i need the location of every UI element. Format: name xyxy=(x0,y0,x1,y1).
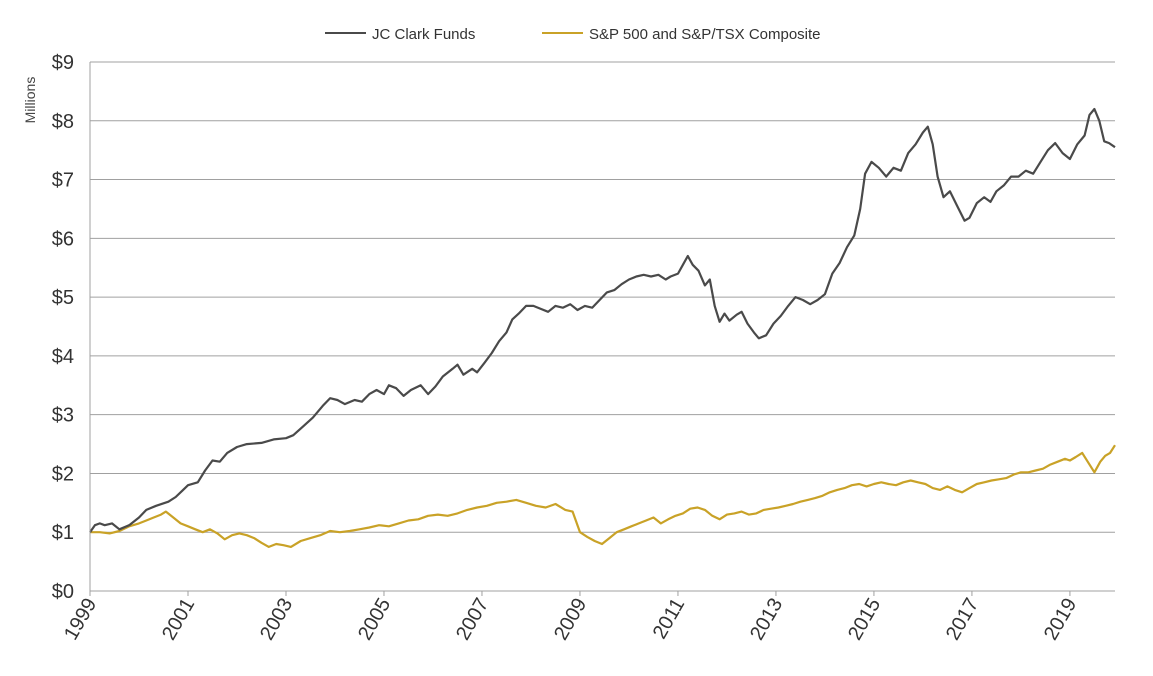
y-tick-label: $6 xyxy=(52,228,74,250)
y-tick-label: $7 xyxy=(52,170,74,192)
x-tick-label: 2007 xyxy=(452,595,493,645)
legend-label-sp-composite: S&P 500 and S&P/TSX Composite xyxy=(589,26,821,43)
x-tick-label: 2003 xyxy=(256,595,297,645)
y-tick-label: $4 xyxy=(52,346,74,368)
y-tick-label: $8 xyxy=(52,111,74,133)
x-axis-ticks: 1999 2001 2003 2005 2007 2009 2011 2013 2015 2017… xyxy=(60,591,1081,644)
x-tick-label: 2017 xyxy=(942,595,983,645)
series-lines xyxy=(89,107,1116,548)
legend-label-jc-clark-funds: JC Clark Funds xyxy=(372,26,475,43)
series-line-jc-clark-funds xyxy=(89,107,1116,533)
series-line-s-p-500-and-s-p-tsx-composite xyxy=(90,444,1116,548)
y-tick-label: $3 xyxy=(52,405,74,427)
x-tick-label: 2013 xyxy=(746,595,787,645)
y-axis-ticks: $0 $1 $2 $3 $4 $5 $6 $7 $8 $9 xyxy=(52,52,74,603)
x-tick-label: 2009 xyxy=(550,595,591,645)
gridlines xyxy=(90,61,1115,533)
x-tick-label: 2005 xyxy=(354,595,395,645)
y-axis-label: Millions xyxy=(22,77,38,124)
y-tick-label: $5 xyxy=(52,287,74,309)
legend: JC Clark Funds S&P 500 and S&P/TSX Compo… xyxy=(325,26,821,43)
y-tick-label: $1 xyxy=(52,522,74,544)
x-tick-label: 2001 xyxy=(158,595,199,645)
y-tick-label: $2 xyxy=(52,463,74,485)
x-tick-label: 2019 xyxy=(1040,595,1081,645)
y-tick-label: $0 xyxy=(52,581,74,603)
x-tick-label: 2011 xyxy=(649,595,690,643)
y-tick-label: $9 xyxy=(52,52,74,74)
x-tick-label: 2015 xyxy=(844,595,885,645)
